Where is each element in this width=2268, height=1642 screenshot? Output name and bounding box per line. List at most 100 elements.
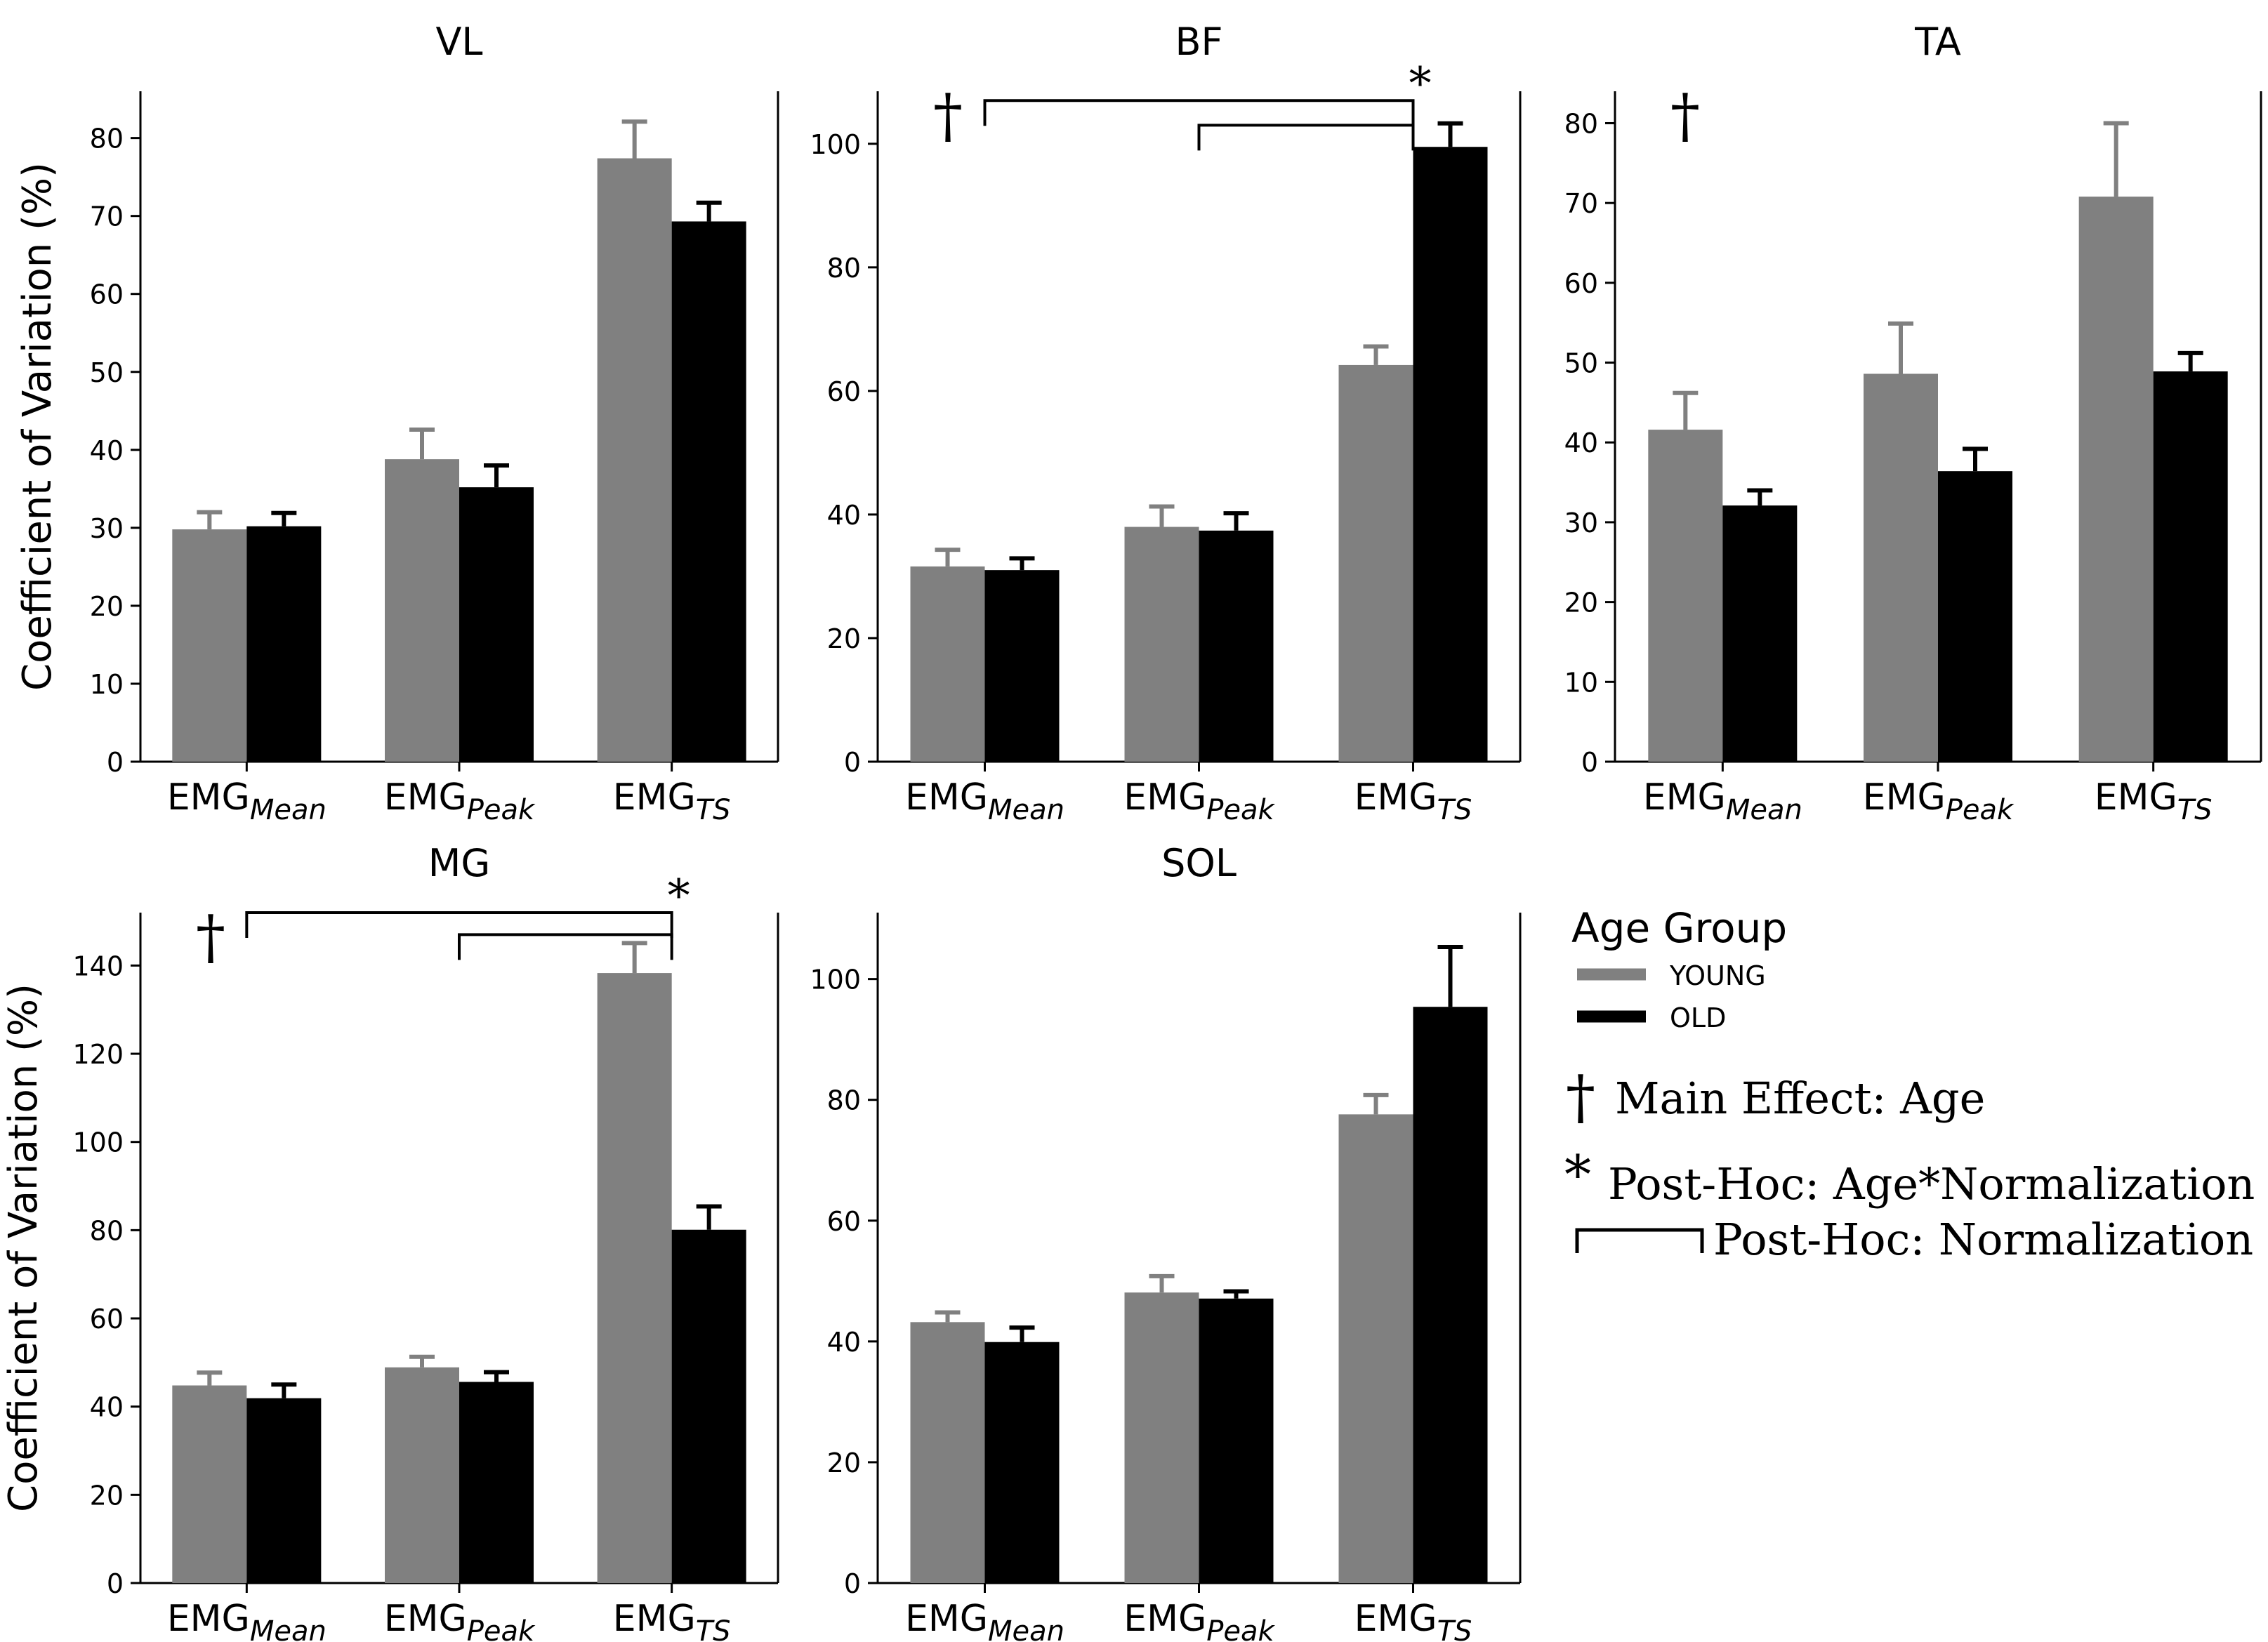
- x-tick-label-base: EMG: [613, 1598, 696, 1640]
- panel-title: MG: [428, 841, 490, 885]
- x-tick-label-subscript: Peak: [467, 794, 536, 826]
- bar-young-mean: [910, 1322, 985, 1583]
- star-marker: *: [668, 870, 690, 922]
- y-tick-label: 0: [107, 1568, 124, 1599]
- bar-young-peak: [1864, 373, 1938, 762]
- x-tick-label: EMGMean: [167, 1598, 327, 1642]
- y-tick-label: 70: [90, 201, 124, 232]
- y-tick-label: 70: [1564, 188, 1598, 219]
- dagger-marker: †: [933, 81, 963, 150]
- bar-old-mean: [1722, 505, 1798, 762]
- x-tick-label: EMGPeak: [1123, 1598, 1275, 1642]
- bar-old-mean: [246, 1398, 322, 1583]
- y-tick-label: 20: [827, 623, 861, 654]
- x-tick-label-subscript: TS: [696, 794, 731, 826]
- x-tick-label-subscript: TS: [696, 1615, 731, 1642]
- x-tick-label-base: EMG: [1354, 1598, 1437, 1640]
- y-tick-label: 80: [90, 124, 124, 154]
- x-tick-label-subscript: Peak: [1946, 794, 2015, 826]
- y-axis-label: Coefficient of Variation (%): [15, 162, 60, 691]
- y-tick-label: 100: [72, 1127, 124, 1158]
- y-tick-label: 60: [827, 1206, 861, 1237]
- bar-old-mean: [246, 526, 322, 762]
- bar-young-ts: [597, 158, 672, 762]
- y-tick-label: 0: [107, 747, 124, 778]
- bar-young-ts: [2078, 197, 2154, 762]
- bar-young-mean: [1648, 430, 1723, 762]
- x-tick-label: EMGTS: [1354, 1598, 1472, 1642]
- y-tick-label: 80: [90, 1215, 124, 1246]
- x-tick-label-subscript: Mean: [250, 794, 327, 826]
- bar-old-peak: [1199, 530, 1274, 762]
- legend-title: Age Group: [1571, 904, 1787, 952]
- x-tick-label-base: EMG: [905, 1598, 988, 1640]
- x-tick-label-base: EMG: [384, 776, 467, 819]
- dagger-marker: †: [1670, 81, 1700, 150]
- x-tick-label-subscript: TS: [1437, 1615, 1472, 1642]
- bar-old-ts: [1413, 147, 1488, 762]
- x-tick-label-subscript: Mean: [988, 1615, 1064, 1642]
- y-tick-label: 10: [90, 669, 124, 700]
- x-tick-label: EMGPeak: [1863, 776, 2015, 826]
- x-tick-label-subscript: Peak: [1206, 1615, 1275, 1642]
- bar-old-mean: [984, 570, 1060, 762]
- y-tick-label: 60: [1564, 268, 1598, 299]
- chart-panels: VL 0 10 20 30 40 50 60 70 80 Coefficient of Variat…: [1, 20, 2262, 1642]
- significance-bracket: [1197, 124, 1415, 151]
- y-tick-label: 60: [90, 1304, 124, 1335]
- legend: Age Group YOUNG OLD † Main Effect: Age *…: [1564, 904, 2255, 1265]
- x-tick-label: EMGMean: [905, 1598, 1064, 1642]
- bar-old-ts: [671, 1229, 746, 1583]
- y-tick-label: 30: [90, 513, 124, 544]
- y-tick-label: 40: [827, 500, 861, 531]
- x-tick-label: EMGMean: [1643, 776, 1802, 826]
- panel-title: VL: [435, 20, 482, 64]
- y-tick-label: 20: [1564, 588, 1598, 618]
- panel-vl: VL 0 10 20 30 40 50 60 70 80 Coefficient of Variat…: [15, 20, 779, 826]
- legend-dagger-text: Main Effect: Age: [1615, 1073, 1985, 1124]
- x-tick-label-base: EMG: [2095, 776, 2177, 819]
- legend-young-label: YOUNG: [1669, 960, 1766, 991]
- y-tick-label: 100: [810, 129, 861, 160]
- y-tick-label: 50: [90, 357, 124, 388]
- x-tick-label: EMGTS: [2095, 776, 2213, 826]
- legend-star-symbol: *: [1564, 1144, 1591, 1206]
- dagger-marker: †: [196, 903, 225, 972]
- y-tick-label: 0: [1581, 747, 1598, 778]
- bar-old-ts: [671, 221, 746, 762]
- bar-young-mean: [172, 529, 247, 762]
- x-tick-label: EMGTS: [1354, 776, 1472, 826]
- x-tick-label-subscript: Mean: [988, 794, 1064, 826]
- y-axis-label: Coefficient of Variation (%): [1, 984, 46, 1512]
- x-tick-label-subscript: Peak: [1206, 794, 1275, 826]
- significance-bracket: [245, 911, 673, 938]
- x-tick-label-subscript: TS: [2177, 794, 2213, 826]
- panel-title: BF: [1175, 20, 1222, 64]
- bar-old-peak: [1938, 471, 2012, 762]
- y-tick-label: 0: [844, 747, 861, 778]
- bar-young-mean: [172, 1385, 247, 1583]
- y-tick-label: 60: [90, 279, 124, 310]
- bar-old-peak: [459, 1382, 534, 1583]
- y-tick-label: 20: [90, 591, 124, 622]
- x-tick-label-subscript: Peak: [467, 1615, 536, 1642]
- y-tick-label: 80: [827, 253, 861, 284]
- bar-young-ts: [1338, 1114, 1413, 1583]
- legend-bracket-text: Post-Hoc: Normalization: [1713, 1214, 2253, 1265]
- y-tick-label: 20: [827, 1448, 861, 1478]
- x-tick-label-base: EMG: [167, 1598, 250, 1640]
- bar-old-peak: [459, 487, 534, 762]
- bar-young-peak: [385, 459, 459, 762]
- y-tick-label: 0: [844, 1568, 861, 1599]
- x-tick-label-base: EMG: [1863, 776, 1946, 819]
- x-tick-label-base: EMG: [1123, 1598, 1206, 1640]
- x-tick-label-subscript: Mean: [1726, 794, 1802, 826]
- x-tick-label: EMGTS: [613, 776, 731, 826]
- star-marker: *: [1409, 58, 1432, 110]
- y-tick-label: 20: [90, 1480, 124, 1511]
- x-tick-label-base: EMG: [384, 1598, 467, 1640]
- x-tick-label: EMGPeak: [1123, 776, 1275, 826]
